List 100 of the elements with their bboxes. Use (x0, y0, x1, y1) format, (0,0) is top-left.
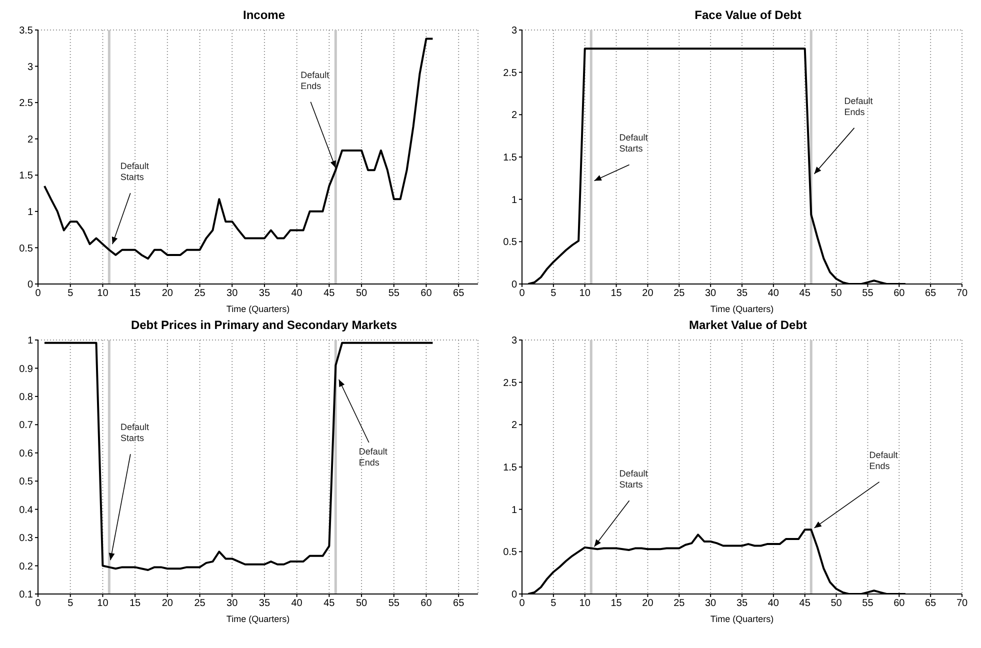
x-tick-label: 30 (705, 288, 717, 300)
x-tick-label: 5 (68, 598, 74, 610)
x-tick-label: 70 (956, 288, 968, 300)
y-tick-label: 1 (511, 504, 518, 516)
x-tick-label: 15 (129, 598, 142, 610)
x-tick-label: 25 (194, 598, 206, 610)
x-tick-label: 10 (97, 288, 109, 300)
x-tick-label: 0 (519, 288, 526, 300)
y-tick-label: 1 (27, 206, 34, 218)
x-tick-label: 65 (925, 288, 937, 300)
x-tick-label: 30 (226, 598, 238, 610)
x-tick-label: 15 (610, 288, 622, 300)
x-tick-label: 60 (894, 598, 906, 610)
y-tick-label: 0.1 (19, 590, 34, 601)
chart-title: Face Value of Debt (694, 8, 802, 24)
annotation: Default Starts (120, 161, 150, 182)
x-tick-label: 30 (705, 598, 717, 610)
x-tick-label: 35 (258, 598, 270, 610)
y-tick-label: 0.6 (19, 448, 34, 460)
x-tick-label: 50 (830, 598, 842, 610)
x-axis-title: Time (Quarters) (226, 304, 290, 314)
y-tick-label: 0.5 (503, 547, 518, 558)
y-tick-label: 1.5 (503, 152, 518, 164)
y-tick-label: 0.5 (19, 243, 34, 254)
x-tick-label: 5 (68, 288, 74, 300)
x-tick-label: 40 (768, 288, 780, 300)
x-tick-label: 35 (258, 288, 270, 300)
x-tick-label: 10 (97, 598, 109, 610)
y-tick-label: 2 (511, 110, 518, 122)
x-tick-label: 50 (356, 288, 368, 300)
x-tick-label: 20 (642, 288, 654, 300)
x-tick-label: 15 (610, 598, 622, 610)
annotation: Default Ends (300, 70, 330, 91)
annotation: Default Starts (120, 422, 150, 444)
x-tick-label: 25 (674, 598, 686, 610)
x-tick-label: 50 (830, 288, 842, 300)
annotation: Default Ends (844, 96, 874, 117)
y-tick-label: 3 (27, 62, 34, 73)
x-tick-label: 60 (894, 288, 906, 300)
x-tick-label: 55 (862, 288, 874, 300)
x-tick-label: 15 (129, 288, 142, 300)
x-tick-label: 55 (862, 598, 874, 610)
x-tick-label: 55 (388, 598, 400, 610)
y-tick-label: 2 (27, 134, 34, 146)
x-tick-label: 45 (799, 288, 811, 300)
y-tick-label: 0 (511, 280, 518, 291)
x-tick-label: 5 (550, 598, 557, 610)
y-tick-label: 2.5 (503, 68, 518, 79)
x-tick-label: 0 (35, 598, 42, 610)
y-tick-label: 1.5 (503, 462, 518, 474)
y-tick-label: 0.3 (19, 533, 34, 544)
y-tick-label: 3 (511, 336, 518, 347)
x-axis-title: Time (Quarters) (226, 614, 290, 624)
x-tick-label: 65 (453, 288, 465, 300)
x-tick-label: 10 (579, 598, 591, 610)
y-tick-label: 1 (511, 194, 518, 206)
x-tick-label: 35 (736, 598, 748, 610)
x-tick-label: 0 (35, 288, 42, 300)
y-tick-label: 0.9 (19, 364, 34, 375)
x-tick-label: 20 (162, 598, 174, 610)
x-tick-label: 55 (388, 288, 400, 300)
x-tick-label: 70 (956, 598, 968, 610)
y-tick-label: 0 (27, 280, 34, 291)
y-tick-label: 3.5 (19, 26, 34, 37)
y-tick-label: 1 (27, 336, 34, 347)
x-tick-label: 45 (324, 288, 336, 300)
annotation: Default Starts (619, 132, 648, 154)
y-tick-label: 0.2 (19, 561, 34, 572)
annotation: Default Ends (869, 450, 898, 471)
y-tick-label: 0.7 (19, 420, 34, 432)
annotation: Default Ends (358, 446, 388, 468)
x-tick-label: 65 (925, 598, 937, 610)
x-tick-label: 45 (324, 598, 336, 610)
x-tick-label: 0 (519, 598, 526, 610)
y-tick-label: 2.5 (19, 98, 34, 110)
x-tick-label: 45 (799, 598, 811, 610)
x-tick-label: 25 (194, 288, 206, 300)
x-axis-title: Time (Quarters) (710, 304, 774, 314)
y-tick-label: 0.5 (19, 476, 34, 488)
x-tick-label: 40 (291, 598, 303, 610)
annotation: Default Starts (619, 468, 648, 490)
chart-title: Market Value of Debt (688, 318, 808, 334)
x-tick-label: 50 (356, 598, 368, 610)
x-axis-title: Time (Quarters) (710, 614, 774, 624)
x-tick-label: 20 (642, 598, 654, 610)
y-tick-label: 2 (511, 420, 518, 432)
y-tick-label: 1.5 (19, 170, 34, 182)
y-tick-label: 0 (511, 590, 518, 601)
x-tick-label: 20 (162, 288, 174, 300)
chart-title: Income (242, 8, 286, 24)
x-tick-label: 40 (768, 598, 780, 610)
x-tick-label: 65 (453, 598, 465, 610)
chart-title: Debt Prices in Primary and Secondary Markets (130, 318, 398, 334)
x-tick-label: 35 (736, 288, 748, 300)
y-tick-label: 2.5 (503, 378, 518, 389)
x-tick-label: 60 (420, 598, 432, 610)
x-tick-label: 25 (674, 288, 686, 300)
y-tick-label: 3 (511, 26, 518, 37)
x-tick-label: 40 (291, 288, 303, 300)
x-tick-label: 30 (226, 288, 238, 300)
